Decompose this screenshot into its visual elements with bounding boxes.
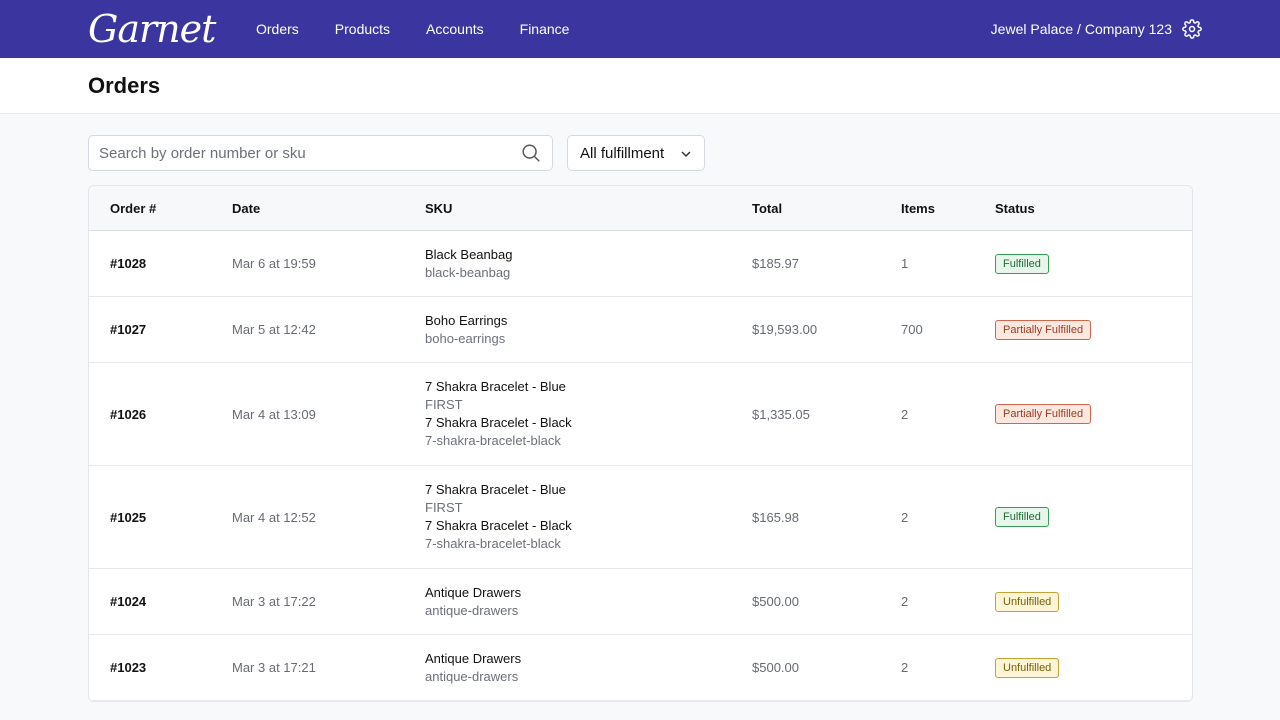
table-body: #1028 Mar 6 at 19:59 Black Beanbag black-be… (89, 231, 1192, 701)
sku-code: antique-drawers (425, 668, 519, 684)
column-header-order[interactable]: Order # (110, 200, 157, 216)
status-badge: Fulfilled (995, 507, 1049, 527)
nav-item-finance[interactable]: Finance (519, 21, 570, 37)
search-input[interactable] (99, 144, 520, 162)
table-row[interactable]: #1024 Mar 3 at 17:22 Antique Drawers antiqu… (89, 569, 1192, 635)
column-header-total[interactable]: Total (752, 200, 783, 216)
chevron-down-icon (680, 147, 692, 159)
order-status-cell: Partially Fulfilled (995, 319, 1192, 340)
sku-name: 7 Shakra Bracelet - Black (425, 518, 572, 533)
order-total: $1,335.05 (752, 406, 810, 422)
app-logo[interactable]: Garnet (88, 7, 216, 51)
table-header: Order # Date SKU Total Items Status (89, 186, 1192, 231)
status-badge: Fulfilled (995, 253, 1049, 274)
order-status-cell: Partially Fulfilled (995, 404, 1192, 424)
order-total: $19,593.00 (752, 322, 818, 337)
sku-code: 7-shakra-bracelet-black (425, 433, 561, 448)
order-number[interactable]: #1024 (110, 594, 147, 609)
order-date: Mar 4 at 13:09 (232, 406, 316, 422)
order-sku-cell: Antique Drawers antique-drawers (425, 650, 752, 686)
order-date: Mar 3 at 17:21 (232, 660, 316, 675)
sku-name: 7 Shakra Bracelet - Blue (425, 482, 566, 497)
order-total: $185.97 (752, 256, 799, 271)
table-row[interactable]: #1025 Mar 4 at 12:52 7 Shakra Bracelet - B… (89, 466, 1192, 569)
column-header-sku[interactable]: SKU (425, 200, 453, 216)
fulfillment-filter-value: All fulfillment (580, 144, 665, 162)
status-badge: Unfulfilled (995, 591, 1060, 612)
order-number[interactable]: #1025 (110, 509, 147, 525)
order-date: Mar 3 at 17:22 (232, 594, 316, 609)
status-badge: Partially Fulfilled (995, 319, 1092, 340)
sku-code: FIRST (425, 397, 463, 412)
order-items-count: 2 (901, 660, 909, 675)
column-header-date[interactable]: Date (232, 200, 261, 216)
status-badge: Partially Fulfilled (995, 404, 1092, 424)
column-header-status[interactable]: Status (995, 200, 1035, 216)
sku-code: black-beanbag (425, 264, 511, 280)
status-badge: Unfulfilled (995, 657, 1060, 678)
account-label[interactable]: Jewel Palace / Company 123 (990, 21, 1172, 37)
order-number[interactable]: #1028 (110, 256, 147, 271)
sku-code: FIRST (425, 500, 463, 515)
order-date: Mar 4 at 12:52 (232, 509, 316, 525)
sku-name: 7 Shakra Bracelet - Blue (425, 379, 566, 394)
order-number[interactable]: #1027 (110, 322, 147, 337)
fulfillment-filter-select[interactable]: All fulfillment (567, 135, 705, 171)
order-total: $500.00 (752, 660, 799, 675)
order-total: $165.98 (752, 509, 799, 525)
column-header-items[interactable]: Items (901, 200, 935, 216)
order-status-cell: Unfulfilled (995, 591, 1192, 612)
order-items-count: 1 (901, 256, 909, 271)
page-title: Orders (88, 72, 161, 98)
table-row[interactable]: #1028 Mar 6 at 19:59 Black Beanbag black-be… (89, 231, 1192, 297)
nav-item-accounts[interactable]: Accounts (426, 21, 484, 37)
order-status-cell: Fulfilled (995, 507, 1192, 527)
sku-name: 7 Shakra Bracelet - Black (425, 415, 572, 430)
table-row[interactable]: #1026 Mar 4 at 13:09 7 Shakra Bracelet - B… (89, 363, 1192, 466)
order-sku-cell: Boho Earrings boho-earrings (425, 312, 752, 348)
account-area: Jewel Palace / Company 123 (991, 0, 1202, 58)
order-sku-cell: 7 Shakra Bracelet - Blue FIRST 7 Shakra Br… (425, 481, 752, 553)
sku-name: Antique Drawers (425, 650, 522, 666)
order-date: Mar 5 at 12:42 (232, 322, 316, 337)
nav-item-products[interactable]: Products (334, 21, 391, 37)
table-row[interactable]: #1027 Mar 5 at 12:42 Boho Earrings boho-ear… (89, 297, 1192, 363)
order-total: $500.00 (752, 594, 799, 609)
sku-name: Black Beanbag (425, 246, 513, 262)
order-status-cell: Unfulfilled (995, 657, 1192, 678)
order-number[interactable]: #1023 (110, 660, 147, 675)
order-items-count: 700 (901, 322, 923, 337)
order-number[interactable]: #1026 (110, 406, 147, 422)
order-date: Mar 6 at 19:59 (232, 256, 316, 271)
gear-icon[interactable] (1182, 19, 1202, 39)
sku-name: Boho Earrings (425, 312, 508, 328)
order-items-count: 2 (901, 594, 909, 609)
orders-toolbar: All fulfillment (88, 135, 705, 171)
orders-table: Order # Date SKU Total Items Status #102… (88, 185, 1193, 702)
sku-code: 7-shakra-bracelet-black (425, 536, 561, 551)
page-header: Orders (0, 58, 1280, 114)
sku-code: antique-drawers (425, 602, 519, 618)
order-sku-cell: 7 Shakra Bracelet - Blue FIRST 7 Shakra Br… (425, 378, 752, 450)
table-row[interactable]: #1023 Mar 3 at 17:21 Antique Drawers antiqu… (89, 635, 1192, 701)
search-box (88, 135, 553, 171)
nav-item-orders[interactable]: Orders (256, 21, 299, 37)
search-icon[interactable] (520, 142, 542, 164)
sku-name: Antique Drawers (425, 584, 522, 600)
order-items-count: 2 (901, 406, 909, 422)
main-nav: Orders Products Accounts Finance (256, 21, 605, 37)
top-navbar: Garnet Orders Products Accounts Finance … (0, 0, 1280, 58)
order-items-count: 2 (901, 509, 909, 525)
sku-code: boho-earrings (425, 330, 506, 346)
order-status-cell: Fulfilled (995, 253, 1192, 274)
order-sku-cell: Black Beanbag black-beanbag (425, 246, 752, 282)
order-sku-cell: Antique Drawers antique-drawers (425, 584, 752, 620)
